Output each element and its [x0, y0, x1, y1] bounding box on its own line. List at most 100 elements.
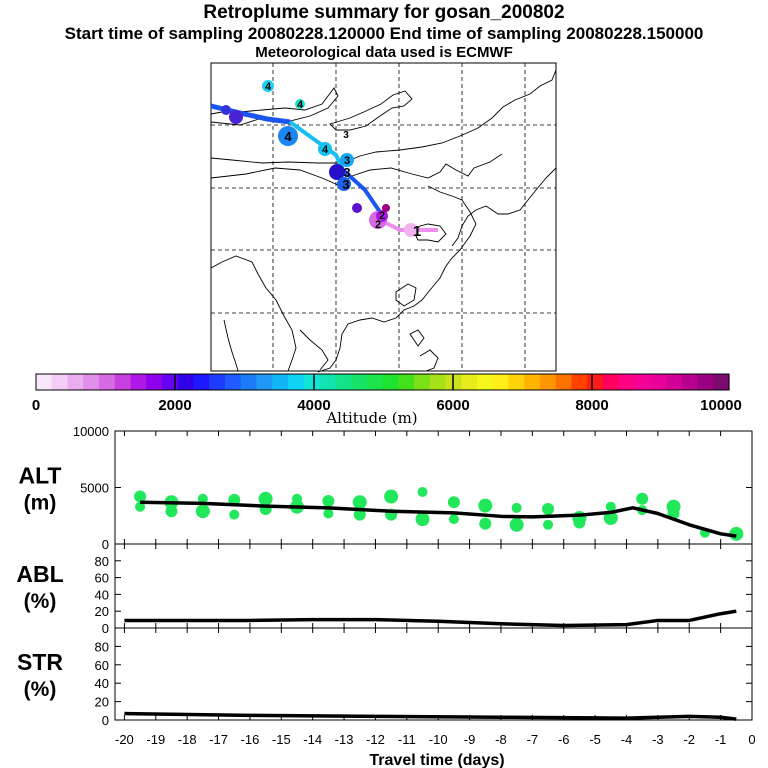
scatter-point	[229, 509, 240, 520]
scatter-point	[352, 495, 367, 510]
plume-cluster	[295, 99, 305, 109]
scatter-point	[195, 504, 210, 519]
scatter-point	[258, 491, 273, 506]
path-label: 3	[343, 130, 349, 141]
colorbar-swatch	[256, 374, 273, 390]
colorbar-swatch	[36, 374, 53, 390]
colorbar-swatch	[130, 374, 147, 390]
time-series-panels: 0500010000ALT(m)020406080ABL(%)020406080…	[16, 424, 755, 768]
x-axis: -20 -19 -18 -17 -16 -15 -14 -13 -12 -11 -10 -9 -8 -7-…	[115, 732, 756, 768]
colorbar-swatch	[508, 374, 525, 390]
plume-cluster	[221, 105, 231, 115]
x-tick-label: -12	[366, 732, 385, 747]
scatter-point	[542, 502, 555, 515]
panel-label: ABL	[16, 561, 63, 587]
plume-clusters	[221, 80, 418, 237]
trajectory-map: 4 4 4 4 3 3 3 3 2 2 1	[210, 62, 557, 373]
series-line	[124, 609, 737, 628]
colorbar-swatch	[666, 374, 683, 390]
x-tick-label: -9	[464, 732, 476, 747]
plume-cluster	[278, 126, 298, 146]
series-line	[124, 711, 737, 721]
scatter-point	[479, 517, 492, 530]
path-label: 3	[343, 165, 350, 180]
plume-cluster	[262, 80, 274, 92]
panel-label: ALT	[18, 463, 61, 489]
colorbar-swatch	[83, 374, 100, 390]
panel-alt: 0 5000 10000 ALT (m)	[18, 424, 753, 552]
y-tick-label: 10000	[73, 424, 109, 439]
scatter-point	[135, 501, 146, 512]
figure-title: Retroplume summary for gosan_200802	[203, 2, 565, 23]
x-tick-label: -17	[209, 732, 228, 747]
x-tick-label: -16	[241, 732, 260, 747]
panel-unit: (%)	[24, 590, 57, 613]
colorbar-swatch	[225, 374, 242, 390]
colorbar-tick: 0	[32, 397, 40, 414]
colorbar-swatch	[240, 374, 258, 390]
colorbar-swatch	[634, 374, 651, 390]
scatter-point	[384, 489, 399, 504]
panel-unit: (m)	[24, 492, 57, 515]
coastlines	[210, 69, 557, 373]
colorbar-swatch	[492, 374, 510, 390]
colorbar-swatch	[618, 374, 636, 390]
y-tick-label: 40	[95, 676, 109, 691]
scatter-point	[322, 495, 335, 508]
y-tick-label: 0	[102, 621, 109, 636]
x-tick-label: -11	[398, 732, 416, 747]
colorbar-swatch	[162, 374, 179, 390]
panel-frame	[114, 543, 753, 629]
x-tick-label: -18	[178, 732, 197, 747]
path-label: 3	[344, 155, 350, 167]
y-tick-label: 20	[95, 604, 109, 619]
x-tick-label: -20	[115, 732, 134, 747]
y-tick-label: 40	[95, 587, 109, 602]
colorbar-swatch	[587, 374, 604, 390]
scatter-point	[603, 511, 618, 526]
scatter-point	[165, 505, 178, 518]
path-label: 2	[375, 219, 381, 231]
plume-cluster	[329, 164, 345, 180]
scatter-point	[543, 519, 554, 530]
colorbar-tick: 8000	[575, 397, 608, 414]
path-label: 4	[322, 144, 329, 156]
scatter-point	[448, 514, 459, 525]
scatter-point	[509, 517, 524, 532]
scatter-point	[636, 492, 649, 505]
colorbar-tick: 4000	[297, 397, 330, 414]
y-tick-label: 0	[102, 713, 109, 728]
path-labels: 4 4 4 4 3 3 3 3 2 2 1	[265, 81, 421, 240]
plume-cluster	[229, 110, 243, 124]
scatter-point	[511, 502, 522, 513]
colorbar-swatch	[681, 374, 699, 390]
y-tick-label: 60	[95, 571, 109, 586]
path-label: 1	[413, 223, 421, 240]
colorbar-swatch	[477, 374, 494, 390]
colorbar-swatch	[67, 374, 84, 390]
path-label: 4	[284, 129, 292, 144]
x-tick-label: -1	[715, 732, 727, 747]
colorbar-swatch	[177, 374, 195, 390]
colorbar-swatch	[713, 374, 730, 390]
colorbar-ticks: 0 2000 4000 6000 8000 10000	[32, 397, 742, 414]
x-tick-label: -19	[146, 732, 165, 747]
scatter-point	[323, 508, 334, 519]
colorbar-swatch	[398, 374, 415, 390]
path-label: 4	[297, 99, 304, 111]
colorbar-swatch	[351, 374, 368, 390]
scatter-point	[197, 493, 208, 504]
colorbar-swatch	[524, 374, 541, 390]
colorbar-label: Altitude (m)	[325, 409, 417, 427]
colorbar-swatch	[555, 374, 573, 390]
altitude-colorbar	[35, 373, 730, 391]
scatter-point	[447, 496, 460, 509]
x-tick-label: -6	[558, 732, 570, 747]
sampling-times: Start time of sampling 20080228.120000 E…	[64, 24, 704, 43]
scatter-point	[605, 501, 616, 512]
colorbar-swatch	[335, 374, 352, 390]
colorbar-swatch	[51, 374, 69, 390]
scatter-point	[478, 498, 493, 513]
met-data-note: Meteorological data used is ECMWF	[255, 44, 513, 61]
